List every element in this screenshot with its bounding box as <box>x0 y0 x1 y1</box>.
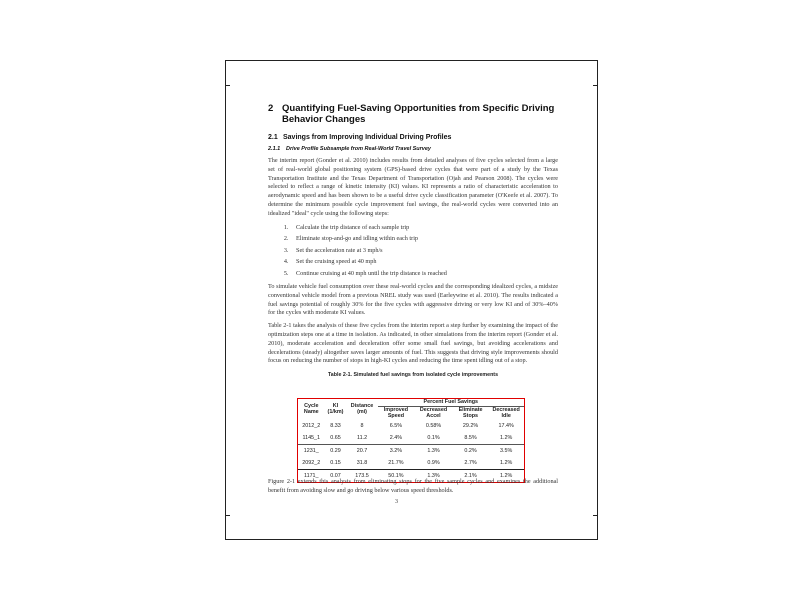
fuel-savings-table: Cycle Name KI (1/km) Distance (mi) Perce… <box>298 399 524 482</box>
table-row: 1145_1 0.65 11.2 2.4% 0.1% 8.5% 1.2% <box>298 432 524 445</box>
table-row: 2092_2 0.15 31.8 21.7% 0.9% 2.7% 1.2% <box>298 457 524 470</box>
table-cell: 2092_2 <box>302 459 321 466</box>
table-cell: 11.2 <box>356 434 368 441</box>
table-cell: 0.29 <box>324 443 347 457</box>
table-cell: 0.58% <box>425 422 442 429</box>
table-cell: 2.7% <box>464 459 477 466</box>
column-header: Cycle Name <box>303 402 319 416</box>
table-cell: 8.5% <box>464 434 477 441</box>
table-cell: 2012_2 <box>302 422 321 429</box>
subsubsection-heading: 2.1.1 Drive Profile Subsample from Real-W… <box>268 146 431 152</box>
crop-mark <box>225 515 230 516</box>
table-cell: 1171_ <box>298 468 325 482</box>
table-cell: 0.2% <box>452 443 489 457</box>
list-item: Set the acceleration rate at 3 mph/s <box>290 245 558 257</box>
table-cell: 1.2% <box>500 459 513 466</box>
column-header: Decreased Accel <box>419 406 448 420</box>
list-item: Eliminate stop-and-go and idling within … <box>290 233 558 245</box>
table-row: 1171_ 0.07 173.5 50.1% 1.3% 2.1% 1.2% <box>298 468 524 482</box>
table-cell: 1.2% <box>488 468 524 482</box>
table-caption: Table 2-1. Simulated fuel savings from i… <box>327 372 499 379</box>
table-cell: 21.7% <box>388 459 404 466</box>
table-cell: 31.8 <box>356 459 368 466</box>
table-cell: 0.07 <box>324 468 347 482</box>
column-header: Improved Speed <box>383 406 409 420</box>
table-cell: 0.65 <box>330 434 341 441</box>
paragraph: The interim report (Gonder et al. 2010) … <box>268 157 558 217</box>
table-cell: 6.5% <box>389 422 403 429</box>
table-cell: 8 <box>360 422 364 429</box>
document-page <box>225 60 598 540</box>
table-cell: 1.2% <box>500 434 513 441</box>
table-cell: 0.1% <box>427 434 440 441</box>
paragraph: To simulate vehicle fuel consumption ove… <box>268 283 558 317</box>
paragraph: Table 2-1 takes the analysis of these fi… <box>268 322 558 365</box>
table-cell: 0.9% <box>427 459 440 466</box>
table-cell: 0.15 <box>330 459 341 466</box>
paragraph: Figure 2-1 extends this analysis from el… <box>268 478 558 494</box>
after-table-text: Figure 2-1 extends this analysis from el… <box>268 474 558 496</box>
table-cell: 17.4% <box>498 422 514 429</box>
list-item: Calculate the trip distance of each samp… <box>290 222 558 234</box>
table-row: 2012_2 8.33 8 6.5% 0.58% 29.2% 17.4% <box>298 420 524 432</box>
crop-mark <box>593 85 598 86</box>
table-cell: 1231_ <box>298 443 325 457</box>
column-header: Decreased Idle <box>492 406 520 420</box>
page-content: 2 Quantifying Fuel-Saving Opportunities f… <box>268 103 558 378</box>
list-item: Continue cruising at 40 mph until the tr… <box>290 268 558 280</box>
table-cell: 1145_1 <box>302 434 321 441</box>
table-cell: 20.7 <box>346 443 378 457</box>
column-header: Distance (mi) <box>350 402 374 416</box>
table-cell: 3.5% <box>488 443 524 457</box>
table-cell: 2.1% <box>452 468 489 482</box>
table-cell: 8.33 <box>330 422 341 429</box>
table-cell: 50.1% <box>377 468 415 482</box>
column-header: KI (1/km) <box>327 402 344 416</box>
crop-mark <box>225 85 230 86</box>
table-cell: 1.3% <box>414 443 453 457</box>
table-row: 1231_ 0.29 20.7 3.2% 1.3% 0.2% 3.5% <box>298 443 524 457</box>
page-number: 3 <box>395 499 398 505</box>
subsection-heading: 2.1 Savings from Improving Individual Dri… <box>268 134 452 141</box>
list-item: Set the cruising speed at 40 mph <box>290 256 558 268</box>
column-header: Eliminate Stops <box>458 406 483 420</box>
highlighted-table: Cycle Name KI (1/km) Distance (mi) Perce… <box>297 398 525 483</box>
table-cell: 2.4% <box>389 434 403 441</box>
steps-list: Calculate the trip distance of each samp… <box>268 222 558 280</box>
group-header: Percent Fuel Savings <box>377 399 524 407</box>
crop-mark <box>593 515 598 516</box>
table-cell: 3.2% <box>377 443 415 457</box>
table-cell: 173.5 <box>346 468 378 482</box>
table-cell: 29.2% <box>462 422 479 429</box>
table-cell: 1.3% <box>414 468 453 482</box>
section-heading: 2 Quantifying Fuel-Saving Opportunities f… <box>268 103 555 125</box>
